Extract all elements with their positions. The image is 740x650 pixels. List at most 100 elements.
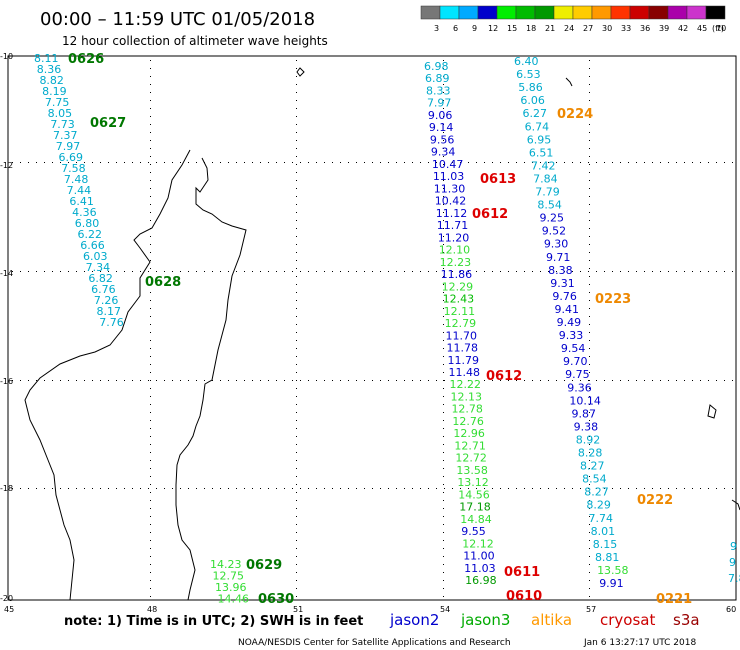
swh-value: 9.75 <box>565 368 590 381</box>
grid-dot <box>652 488 653 489</box>
grid-dot <box>116 488 117 489</box>
grid-dot <box>589 156 590 157</box>
grid-dot <box>396 488 397 489</box>
grid-dot <box>636 162 637 163</box>
pass-time-label: 0630 <box>258 592 294 607</box>
grid-dot <box>436 162 437 163</box>
grid-dot <box>516 271 517 272</box>
grid-dot <box>150 420 151 421</box>
grid-dot <box>589 244 590 245</box>
grid-dot <box>284 271 285 272</box>
grid-dot <box>443 164 444 165</box>
grid-dot <box>589 292 590 293</box>
grid-dot <box>452 271 453 272</box>
grid-dot <box>296 556 297 557</box>
footer-note: note: 1) Time is in UTC; 2) SWH is in fe… <box>64 614 363 629</box>
grid-dot <box>150 244 151 245</box>
grid-dot <box>604 271 605 272</box>
grid-dot <box>150 404 151 405</box>
grid-dot <box>296 100 297 101</box>
grid-dot <box>296 396 297 397</box>
grid-dot <box>108 162 109 163</box>
grid-dot <box>589 412 590 413</box>
grid-dot <box>150 340 151 341</box>
grid-dot <box>116 162 117 163</box>
swh-value: 6.53 <box>516 68 541 81</box>
grid-dot <box>443 228 444 229</box>
color-swatch <box>667 5 688 20</box>
grid-dot <box>684 488 685 489</box>
madagascar-west-coast <box>24 149 191 601</box>
grid-dot <box>620 380 621 381</box>
grid-dot <box>660 380 661 381</box>
grid-dot <box>296 524 297 525</box>
grid-dot <box>443 372 444 373</box>
grid-dot <box>150 548 151 549</box>
grid-dot <box>364 488 365 489</box>
grid-dot <box>140 271 141 272</box>
grid-dot <box>636 380 637 381</box>
grid-dot <box>716 380 717 381</box>
grid-dot <box>296 500 297 501</box>
grid-dot <box>296 68 297 69</box>
grid-dot <box>60 488 61 489</box>
grid-dot <box>652 162 653 163</box>
grid-dot <box>443 580 444 581</box>
pass-time-label: 0613 <box>480 172 516 187</box>
color-swatch <box>496 5 517 20</box>
grid-dot <box>28 488 29 489</box>
grid-dot <box>340 271 341 272</box>
grid-dot <box>356 380 357 381</box>
grid-dot <box>164 380 165 381</box>
grid-dot <box>589 356 590 357</box>
grid-dot <box>140 488 141 489</box>
grid-dot <box>660 488 661 489</box>
grid-dot <box>589 316 590 317</box>
grid-dot <box>444 380 445 381</box>
grid-dot <box>589 508 590 509</box>
grid-dot <box>540 488 541 489</box>
grid-dot <box>20 162 21 163</box>
satellite-legend: jason2 jason3 altika cryosat s3a <box>389 611 700 629</box>
grid-dot <box>296 460 297 461</box>
grid-dot <box>668 271 669 272</box>
grid-dot <box>52 380 53 381</box>
grid-dot <box>296 140 297 141</box>
grid-dot <box>636 271 637 272</box>
swh-value: 12.23 <box>440 256 472 269</box>
grid-dot <box>589 436 590 437</box>
grid-dot <box>596 380 597 381</box>
grid-dot <box>436 488 437 489</box>
grid-dot <box>324 162 325 163</box>
grid-dot <box>296 348 297 349</box>
grid-dot <box>428 162 429 163</box>
grid-dot <box>296 468 297 469</box>
swh-value: 8.28 <box>578 447 603 460</box>
swh-value: 9.56 <box>430 133 455 146</box>
grid-dot <box>589 564 590 565</box>
swh-value: 12.22 <box>449 378 481 391</box>
grid-dot <box>443 68 444 69</box>
grid-dot <box>204 488 205 489</box>
grid-dot <box>296 452 297 453</box>
pass-time-label: 0626 <box>68 52 104 67</box>
graticule <box>12 60 733 597</box>
grid-dot <box>516 380 517 381</box>
color-scale-tick: 27 <box>583 24 593 33</box>
swh-value: 8.92 <box>576 433 601 446</box>
grid-dot <box>84 162 85 163</box>
lat-tick-label: -12 <box>0 161 13 170</box>
grid-dot <box>28 271 29 272</box>
grid-dot <box>296 292 297 293</box>
grid-dot <box>180 380 181 381</box>
grid-dot <box>589 252 590 253</box>
grid-dot <box>588 488 589 489</box>
grid-dot <box>564 162 565 163</box>
grid-dot <box>284 162 285 163</box>
grid-dot <box>589 100 590 101</box>
grid-dot <box>443 108 444 109</box>
grid-dot <box>296 276 297 277</box>
grid-dot <box>724 380 725 381</box>
grid-dot <box>92 162 93 163</box>
grid-dot <box>68 271 69 272</box>
